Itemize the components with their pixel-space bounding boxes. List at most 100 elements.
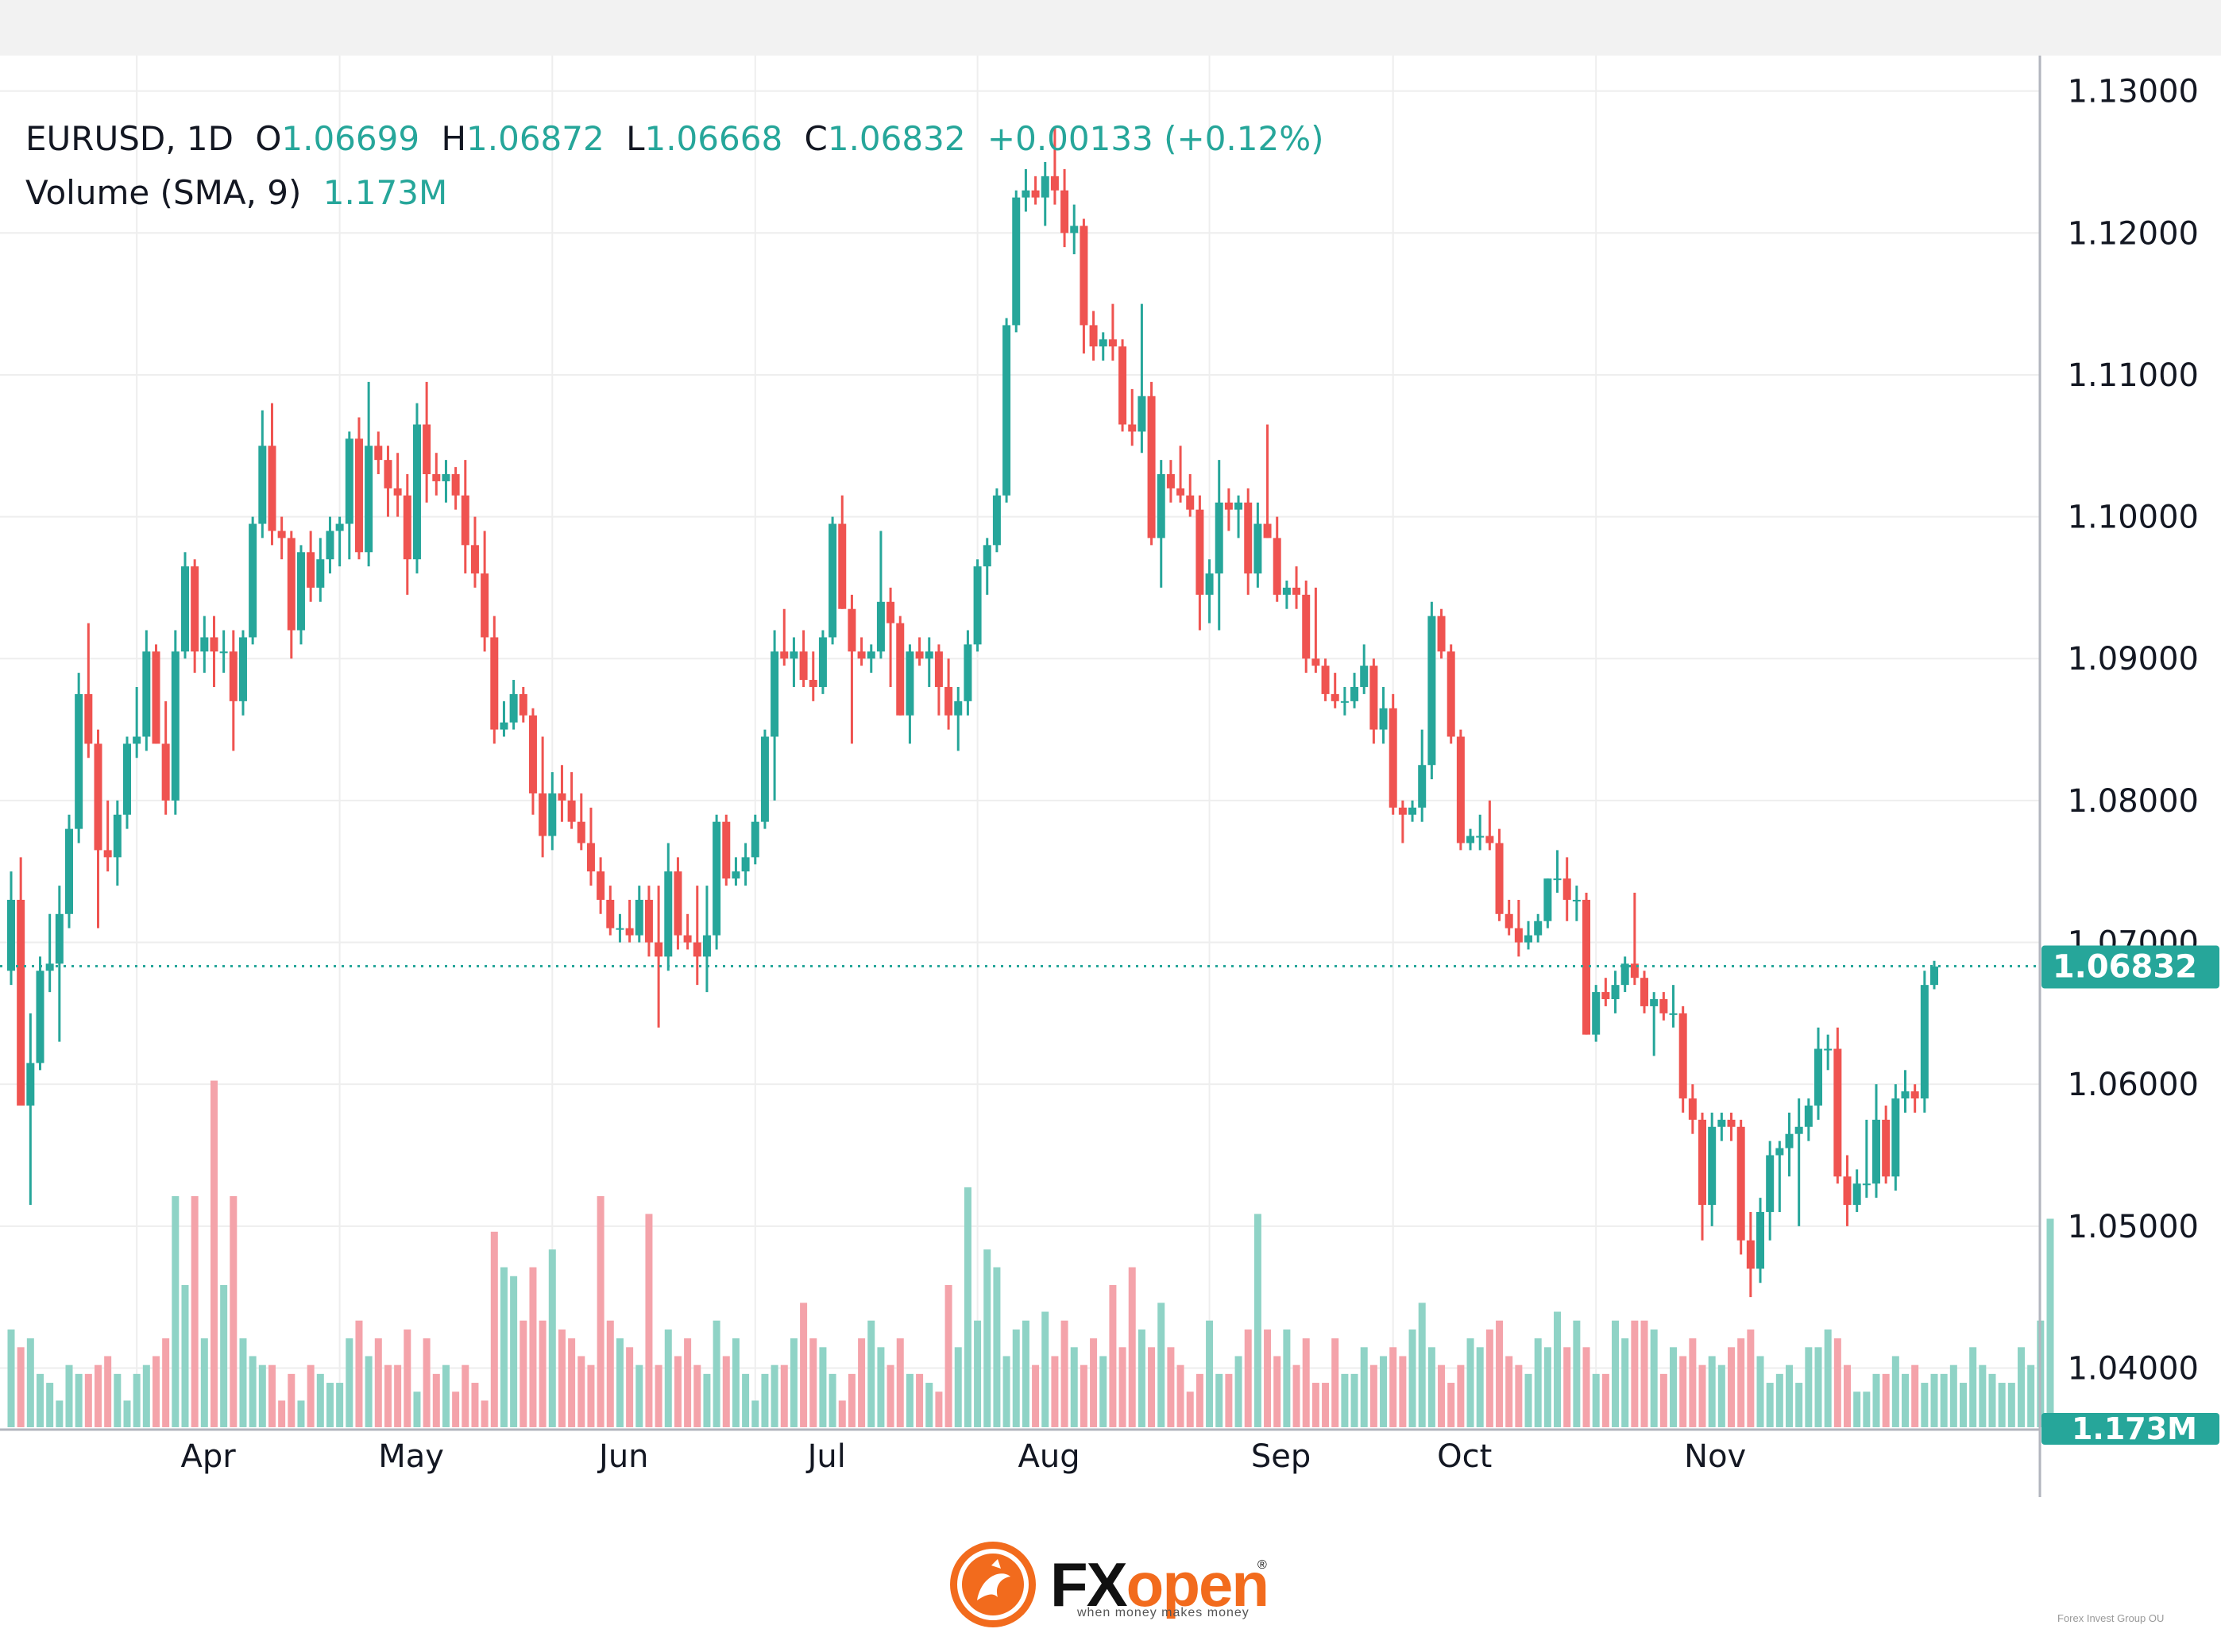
candle-body (1910, 1091, 1919, 1099)
candle-body (1398, 807, 1407, 815)
candle-body (829, 523, 837, 638)
volume-bar (829, 1373, 836, 1427)
volume-bar (432, 1373, 440, 1427)
volume-bar (906, 1373, 914, 1427)
candle-body (277, 531, 286, 538)
candle-body (1708, 1126, 1717, 1206)
volume-bar (548, 1249, 556, 1427)
volume-bar (1515, 1364, 1523, 1427)
volume-bar (1206, 1320, 1214, 1427)
candle-body (238, 637, 247, 701)
candle-body (1882, 1119, 1891, 1177)
volume-bar (1998, 1383, 2006, 1427)
candle-body (210, 637, 218, 652)
candle-body (1824, 1048, 1833, 1051)
candle-body (365, 446, 373, 553)
volume-bar (1949, 1364, 1957, 1427)
volume-bar (1786, 1364, 1794, 1427)
volume-bar (568, 1338, 576, 1427)
volume-bar (1264, 1329, 1272, 1427)
volume-bar (1505, 1356, 1513, 1427)
candle-body (296, 552, 305, 631)
volume-bar (761, 1373, 769, 1427)
candle-body (1253, 523, 1262, 574)
candle-body (1572, 899, 1581, 901)
chart-panel[interactable]: 1.13000 1.12000 1.11000 1.10000 1.09000 1.080… (0, 56, 2221, 1497)
volume-bar (1195, 1373, 1203, 1427)
candle-body (713, 821, 721, 936)
volume-bar (114, 1373, 122, 1427)
volume-bar (790, 1338, 798, 1427)
candle-body (374, 446, 383, 461)
volume-bar (1543, 1347, 1551, 1427)
candle-body (75, 693, 83, 829)
volume-bar (1157, 1303, 1165, 1427)
volume-bar (1447, 1383, 1455, 1427)
volume-bar (1215, 1373, 1223, 1427)
volume-bar (664, 1329, 672, 1427)
volume-bar (1438, 1364, 1446, 1427)
volume-bar (258, 1364, 266, 1427)
candle-body (944, 686, 953, 716)
close-label: C (804, 119, 828, 158)
volume-bar (1012, 1329, 1020, 1427)
candle-body (229, 651, 238, 701)
volume-bar (819, 1347, 827, 1427)
volume-bar (1891, 1356, 1899, 1427)
candle-body (635, 899, 643, 936)
volume-bar (200, 1338, 208, 1427)
open-label: O (255, 119, 282, 158)
candle-body (693, 942, 701, 957)
candle-body (1717, 1119, 1726, 1127)
volume-bar (896, 1338, 904, 1427)
brand-fx: FX (1050, 1550, 1128, 1619)
volume-bar (1631, 1320, 1639, 1427)
candle-body (722, 821, 731, 879)
volume-bar (1060, 1320, 1068, 1427)
volume-bar (56, 1400, 64, 1427)
volume-bar (916, 1373, 924, 1427)
month-tick-label: May (378, 1438, 444, 1475)
volume-bar (1988, 1373, 1996, 1427)
volume-bar (1563, 1347, 1571, 1427)
candle-body (674, 871, 682, 936)
volume-bar (944, 1284, 952, 1427)
volume-bar (1795, 1383, 1803, 1427)
volume-legend[interactable]: Volume (SMA, 9) 1.173M (25, 173, 458, 212)
volume-bar (346, 1338, 353, 1427)
open-number: 1.06699 (281, 119, 420, 158)
candle-body (1263, 523, 1272, 538)
volume-bar (1070, 1347, 1078, 1427)
candle-body (548, 793, 557, 836)
candle-body (915, 651, 924, 659)
fxopen-wordmark: FXopen (1050, 1549, 1269, 1621)
low-label: L (626, 119, 645, 158)
chart-canvas[interactable]: 1.13000 1.12000 1.11000 1.10000 1.09000 1.080… (0, 56, 2221, 1497)
volume-bar (1341, 1373, 1349, 1427)
candle-body (876, 601, 885, 652)
candle-body (249, 523, 257, 638)
volume-bar (626, 1347, 634, 1427)
candle-body (1553, 878, 1562, 881)
candle-body (818, 637, 827, 687)
volume-bar (964, 1187, 971, 1427)
candle-body (200, 637, 209, 652)
volume-bar (84, 1373, 92, 1427)
volume-bar (162, 1338, 170, 1427)
candle-body (809, 680, 817, 687)
volume-bar (2027, 1364, 2035, 1427)
volume-bar (1717, 1364, 1725, 1427)
volume-bar (1698, 1364, 1706, 1427)
candle-body (161, 743, 170, 801)
volume-bar (1601, 1373, 1609, 1427)
brand-tagline: when money makes money (1077, 1606, 1250, 1619)
candle-body (799, 651, 808, 681)
volume-bar (326, 1383, 334, 1427)
symbol-label[interactable]: EURUSD, 1D (25, 119, 234, 158)
volume-bar (1708, 1356, 1716, 1427)
volume-bar (249, 1356, 257, 1427)
candle-body (954, 701, 963, 716)
candle-body (1746, 1240, 1755, 1269)
volume-bar (635, 1364, 643, 1427)
volume-bar (490, 1231, 498, 1427)
